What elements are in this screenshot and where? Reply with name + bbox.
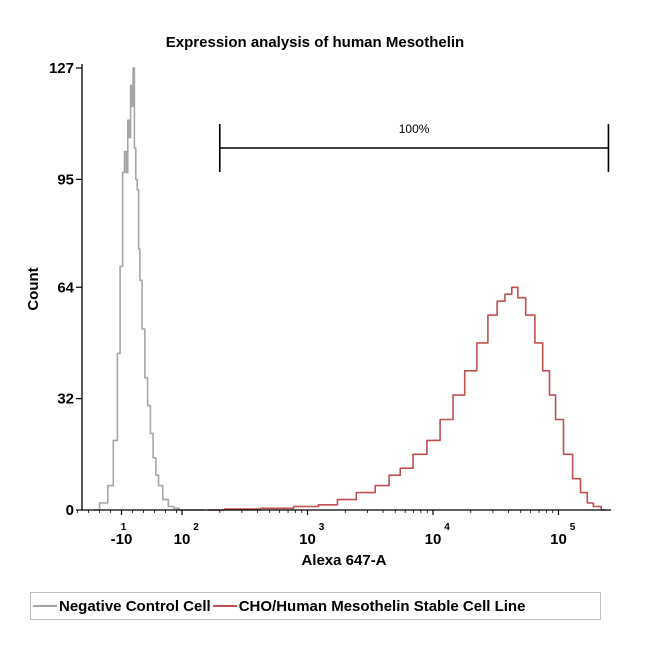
legend-swatch-mesothelin-line [212, 605, 237, 607]
legend-item-negative-control: Negative Control Cell [31, 598, 211, 615]
y-tick-label: 95 [57, 171, 74, 188]
y-tick-label: 64 [57, 279, 74, 296]
x-tick-label: -10 [111, 531, 133, 548]
x-tick-label: 10 [550, 531, 567, 548]
x-tick-label: 10 [425, 531, 442, 548]
y-ticks: 0 32 64 95 127 [49, 60, 82, 519]
legend-item-mesothelin-line: CHO/Human Mesothelin Stable Cell Line [211, 597, 526, 615]
legend-label-negative-control: Negative Control Cell [59, 597, 211, 615]
legend-label-mesothelin-line: CHO/Human Mesothelin Stable Cell Line [238, 597, 526, 615]
x-tick-exponent: 5 [570, 522, 576, 533]
x-tick-exponent: 3 [319, 522, 325, 533]
gate-label: 100% [399, 122, 430, 136]
legend-swatch-negative-control [33, 605, 57, 607]
x-tick-exponent: 4 [444, 522, 450, 533]
y-tick-label: 0 [66, 502, 74, 519]
x-axis-label: Alexa 647-A [301, 552, 386, 569]
x-tick-exponent: 1 [121, 522, 127, 533]
x-tick-label: 10 [174, 531, 191, 548]
series-negative-control-curve [94, 67, 205, 511]
x-tick-label: 10 [299, 531, 316, 548]
y-tick-label: 32 [57, 391, 74, 408]
series-mesothelin-line-curve [207, 286, 607, 511]
x-tick-exponent: 2 [193, 522, 199, 533]
chart-title: Expression analysis of human Mesothelin [166, 34, 464, 51]
gate-marker: 100% [218, 122, 610, 172]
histogram-curves [94, 67, 607, 511]
axes [81, 64, 611, 511]
y-tick-label: 127 [49, 60, 74, 77]
y-axis-label: Count [25, 267, 42, 310]
legend: Negative Control Cell CHO/Human Mesothel… [30, 592, 601, 620]
